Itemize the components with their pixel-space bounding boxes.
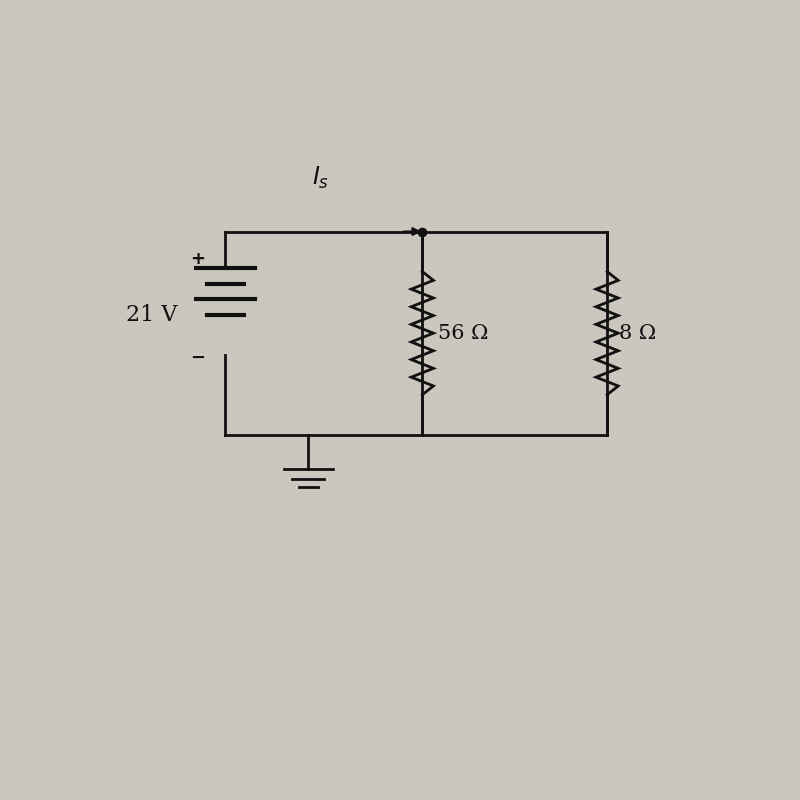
Text: +: + — [190, 250, 205, 268]
Text: 8 Ω: 8 Ω — [619, 324, 657, 342]
Text: $I_s$: $I_s$ — [312, 166, 330, 191]
Text: 21 V: 21 V — [126, 304, 177, 326]
Text: −: − — [190, 349, 205, 366]
Text: 56 Ω: 56 Ω — [438, 324, 488, 342]
